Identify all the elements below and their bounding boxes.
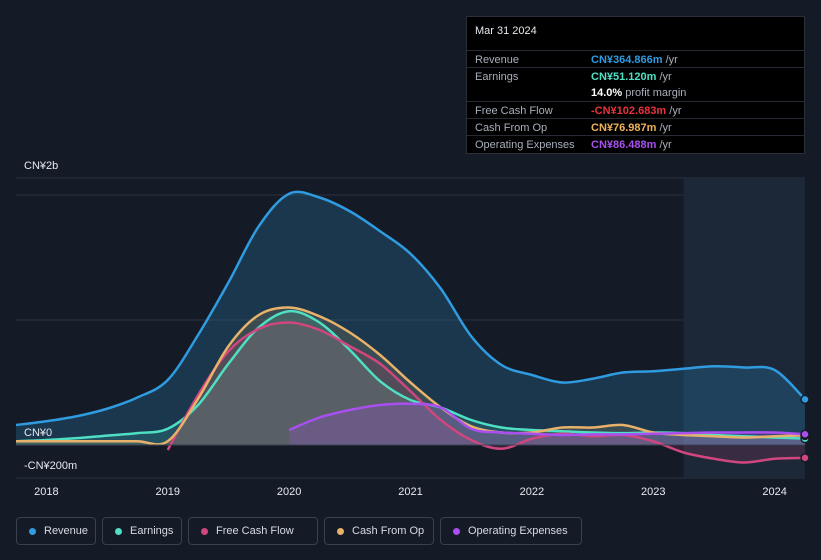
marker-revenue: [800, 394, 810, 405]
x-tick-label: 2024: [762, 486, 786, 498]
legend-dot-icon: [453, 528, 460, 535]
recent-period-highlight: [683, 178, 805, 478]
tooltip-unit: /yr: [666, 105, 682, 117]
series-end-markers: [800, 394, 810, 463]
area-revenue: [16, 191, 805, 445]
x-axis-ticks: 2018 2019 2020 2021 2022 2023 2024: [34, 486, 787, 498]
data-tooltip: Mar 31 2024 Revenue CN¥364.866m /yr Earn…: [466, 16, 805, 154]
legend-item-free-cash-flow[interactable]: Free Cash Flow: [188, 517, 318, 545]
marker-operating-expenses: [800, 429, 810, 439]
tooltip-value: CN¥86.488m /yr: [591, 139, 672, 151]
legend-label: Operating Expenses: [468, 525, 568, 537]
tooltip-value-text: CN¥51.120m: [591, 71, 657, 83]
y-axis-label-bottom: -CN¥200m: [24, 460, 78, 472]
tooltip-value-text: 14.0%: [591, 87, 623, 99]
legend-dot-icon: [29, 528, 36, 535]
x-tick-label: 2020: [277, 486, 301, 498]
tooltip-value-text: CN¥76.987m: [591, 122, 657, 134]
x-tick-label: 2019: [155, 486, 179, 498]
tooltip-unit: profit margin: [622, 87, 687, 99]
line-revenue: [15, 190, 806, 427]
area-earnings: [16, 311, 805, 445]
legend-item-operating-expenses[interactable]: Operating Expenses: [440, 517, 582, 545]
line-free-cash-flow: [166, 321, 806, 464]
tooltip-unit: /yr: [662, 54, 678, 66]
tooltip-row-revenue: Revenue CN¥364.866m /yr: [467, 50, 804, 67]
tooltip-unit: /yr: [656, 71, 672, 83]
tooltip-row-profit-margin: 14.0% profit margin: [467, 84, 804, 101]
legend-label: Revenue: [44, 525, 89, 537]
tooltip-value: CN¥364.866m /yr: [591, 54, 678, 66]
y-axis-label-zero: CN¥0: [24, 427, 53, 439]
y-axis-label-top: CN¥2b: [24, 160, 59, 172]
x-tick-label: 2022: [520, 486, 544, 498]
tooltip-label: Cash From Op: [475, 122, 548, 134]
x-tick-label: 2021: [398, 486, 422, 498]
tooltip-row-operating-expenses: Operating Expenses CN¥86.488m /yr: [467, 135, 804, 152]
area-cash-from-op: [16, 307, 805, 445]
line-operating-expenses: [288, 402, 806, 437]
tooltip-unit: /yr: [656, 122, 672, 134]
legend-dot-icon: [337, 528, 344, 535]
legend-label: Earnings: [130, 525, 174, 537]
tooltip-label: Operating Expenses: [475, 139, 575, 151]
tooltip-value-text: CN¥364.866m: [591, 54, 663, 66]
legend-item-cash-from-op[interactable]: Cash From Op: [324, 517, 434, 545]
tooltip-value: CN¥76.987m /yr: [591, 122, 672, 134]
x-tick-label: 2023: [641, 486, 665, 498]
tooltip-row-earnings: Earnings CN¥51.120m /yr: [467, 67, 804, 84]
tooltip-row-cash-from-op: Cash From Op CN¥76.987m /yr: [467, 118, 804, 135]
legend-dot-icon: [201, 528, 208, 535]
tooltip-date: Mar 31 2024: [475, 25, 537, 37]
marker-free-cash-flow: [800, 453, 810, 463]
tooltip-label: Revenue: [475, 54, 520, 66]
tooltip-row-free-cash-flow: Free Cash Flow -CN¥102.683m /yr: [467, 101, 804, 118]
tooltip-value: -CN¥102.683m /yr: [591, 105, 682, 117]
x-tick-label: 2018: [34, 486, 58, 498]
legend-item-revenue[interactable]: Revenue: [16, 517, 96, 545]
series-lines: [15, 190, 806, 464]
legend-label: Cash From Op: [352, 525, 425, 537]
tooltip-value-text: -CN¥102.683m: [591, 105, 667, 117]
tooltip-unit: /yr: [656, 139, 672, 151]
tooltip-value: CN¥51.120m /yr: [591, 71, 672, 83]
tooltip-value: 14.0% profit margin: [591, 87, 686, 99]
area-free-cash-flow: [167, 322, 805, 463]
tooltip-value-text: CN¥86.488m: [591, 139, 657, 151]
tooltip-label: Earnings: [475, 71, 519, 83]
legend-dot-icon: [115, 528, 122, 535]
legend-label: Free Cash Flow: [216, 525, 294, 537]
tooltip-label: Free Cash Flow: [475, 105, 553, 117]
legend-item-earnings[interactable]: Earnings: [102, 517, 182, 545]
